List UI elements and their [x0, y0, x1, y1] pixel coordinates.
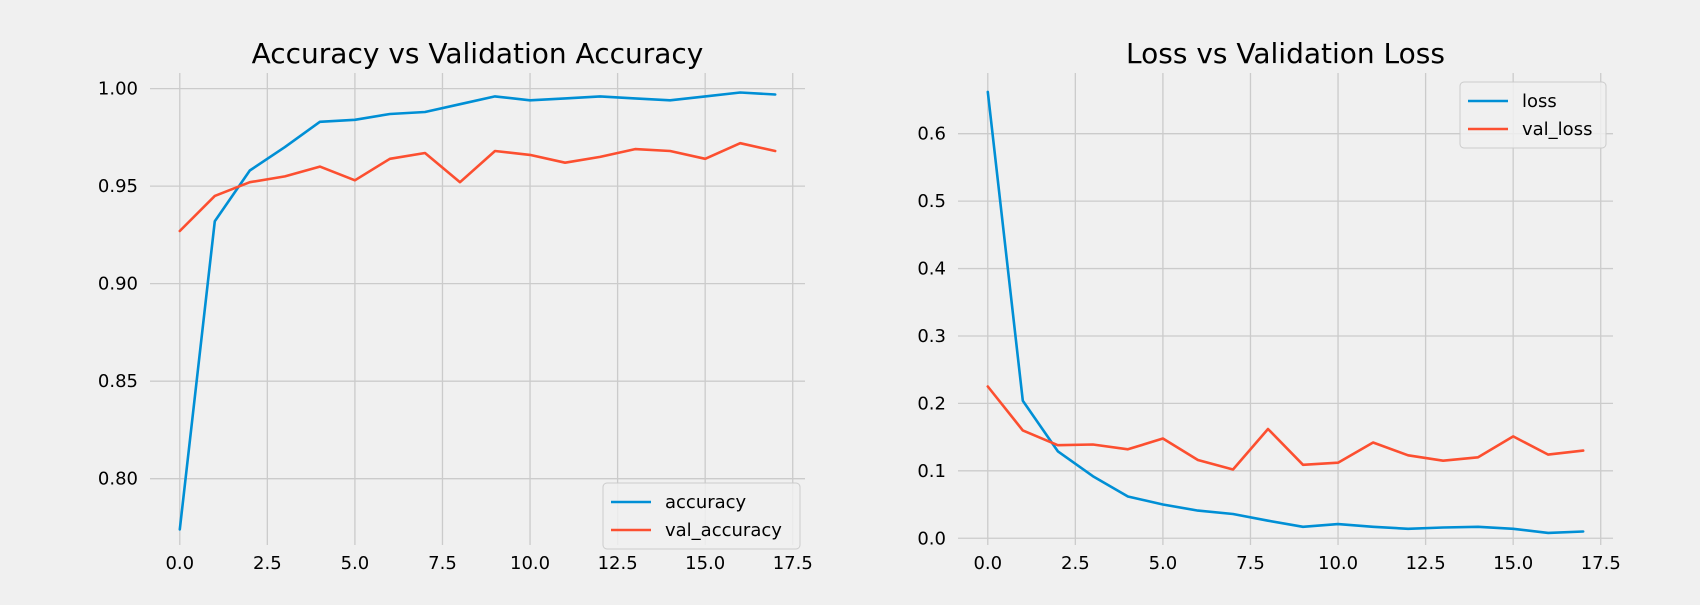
legend: accuracy val_accuracy: [602, 482, 801, 550]
x-tick-label: 12.5: [1406, 553, 1446, 574]
y-tick-label: 0.85: [98, 371, 138, 392]
x-tick-label: 2.5: [1061, 553, 1090, 574]
y-tick-label: 0.3: [917, 326, 946, 347]
x-tick-label: 5.0: [1149, 553, 1178, 574]
x-tick-label: 17.5: [1581, 553, 1621, 574]
x-tick-label: 2.5: [253, 553, 282, 574]
x-tick-label: 17.5: [773, 553, 813, 574]
legend-label-loss: loss: [1522, 91, 1557, 112]
series-line-val_loss: [986, 385, 1585, 471]
y-tick-label: 0.6: [917, 124, 946, 145]
x-tick-label: 10.0: [1318, 553, 1358, 574]
legend-label-val_loss: val_loss: [1522, 119, 1592, 140]
chart-title: Loss vs Validation Loss: [1126, 37, 1445, 70]
loss-chart: Loss vs Validation Loss 0.0 2.5 5.0 7.5 10.0 1…: [917, 37, 1620, 574]
series-line-val_accuracy: [178, 141, 777, 233]
y-tick-label: 0.0: [917, 528, 946, 549]
x-tick-label: 10.0: [510, 553, 550, 574]
legend-label-accuracy: accuracy: [665, 492, 747, 513]
legend-label-val_accuracy: val_accuracy: [665, 520, 782, 541]
y-tick-label: 0.90: [98, 274, 138, 295]
y-tick-label: 0.80: [98, 469, 138, 490]
x-tick-label: 15.0: [1493, 553, 1533, 574]
chart-title: Accuracy vs Validation Accuracy: [252, 37, 704, 70]
y-tick-label: 0.95: [98, 176, 138, 197]
series-line-loss: [986, 90, 1585, 535]
y-tick-label: 0.5: [917, 191, 946, 212]
legend-box: [1459, 81, 1607, 149]
x-tick-label: 0.0: [165, 553, 194, 574]
legend-box: [602, 482, 801, 550]
legend: loss val_loss: [1459, 81, 1607, 149]
y-tick-label: 0.1: [917, 461, 946, 482]
x-tick-label: 12.5: [598, 553, 638, 574]
series-line-accuracy: [178, 91, 777, 531]
y-tick-label: 0.2: [917, 393, 946, 414]
x-tick-label: 15.0: [685, 553, 725, 574]
accuracy-chart: Accuracy vs Validation Accuracy 0.0 2.5 5.0…: [98, 37, 813, 574]
x-tick-label: 0.0: [973, 553, 1002, 574]
x-tick-label: 5.0: [341, 553, 370, 574]
y-tick-label: 1.00: [98, 79, 138, 100]
x-tick-label: 7.5: [428, 553, 457, 574]
x-tick-label: 7.5: [1236, 553, 1265, 574]
y-tick-label: 0.4: [917, 259, 946, 280]
